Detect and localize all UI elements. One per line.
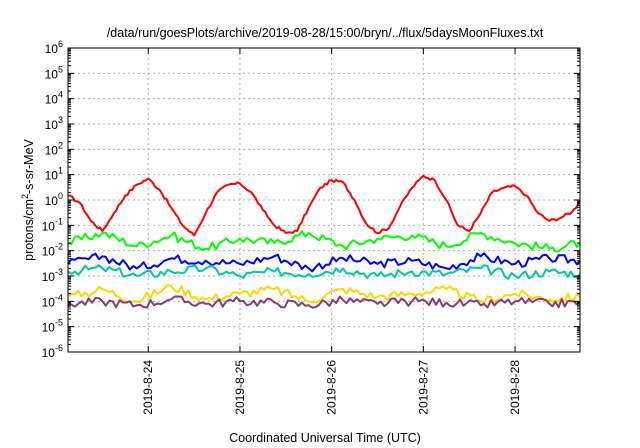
y-tick-label: 100 [45, 191, 63, 208]
y-tick-label: 104 [45, 90, 63, 107]
y-axis-label-base: protons/cm [22, 199, 36, 261]
y-tick-label: 10-6 [42, 343, 63, 360]
grid-lines [68, 47, 580, 353]
series-line-3 [67, 252, 581, 273]
y-axis-label-rest: -s-sr-MeV [22, 138, 36, 194]
chart-title: /data/run/goesPlots/archive/2019-08-28/1… [107, 26, 544, 40]
y-tick-label: 102 [45, 140, 63, 157]
y-axis-label-sup: 2 [20, 194, 30, 199]
x-tick-label: 2019-8-26 [325, 360, 339, 415]
series-line-1 [67, 174, 581, 237]
y-axis-label: protons/cm2-s-sr-MeV [20, 138, 36, 260]
x-axis-label: Coordinated Universal Time (UTC) [229, 431, 421, 445]
x-tick-label: 2019-8-28 [508, 360, 522, 415]
y-tick-label: 10-5 [42, 318, 63, 335]
y-tick-label: 10-1 [42, 216, 63, 233]
y-tick-label: 10-2 [42, 242, 63, 259]
x-tick-labels: 2019-8-24 2019-8-25 2019-8-26 2019-8-27 2019… [141, 360, 522, 415]
x-tick-label: 2019-8-25 [233, 360, 247, 415]
y-tick-label: 106 [45, 39, 63, 56]
tick-marks [68, 47, 580, 353]
series-line-6 [67, 295, 581, 309]
series-line-4 [67, 264, 581, 280]
y-tick-labels: 10-6 10-5 10-4 10-3 10-2 10-1 100 101 102 103 104 1… [42, 39, 63, 360]
series-line-2 [67, 230, 581, 253]
x-tick-label: 2019-8-27 [416, 360, 430, 415]
y-tick-label: 10-4 [42, 292, 63, 309]
x-tick-label: 2019-8-24 [141, 360, 155, 415]
y-tick-label: 103 [45, 115, 63, 132]
y-tick-label: 101 [45, 166, 63, 183]
y-tick-label: 10-3 [42, 267, 63, 284]
series-line-5 [67, 283, 581, 304]
y-tick-label: 105 [45, 64, 63, 81]
series-layer [67, 174, 581, 309]
